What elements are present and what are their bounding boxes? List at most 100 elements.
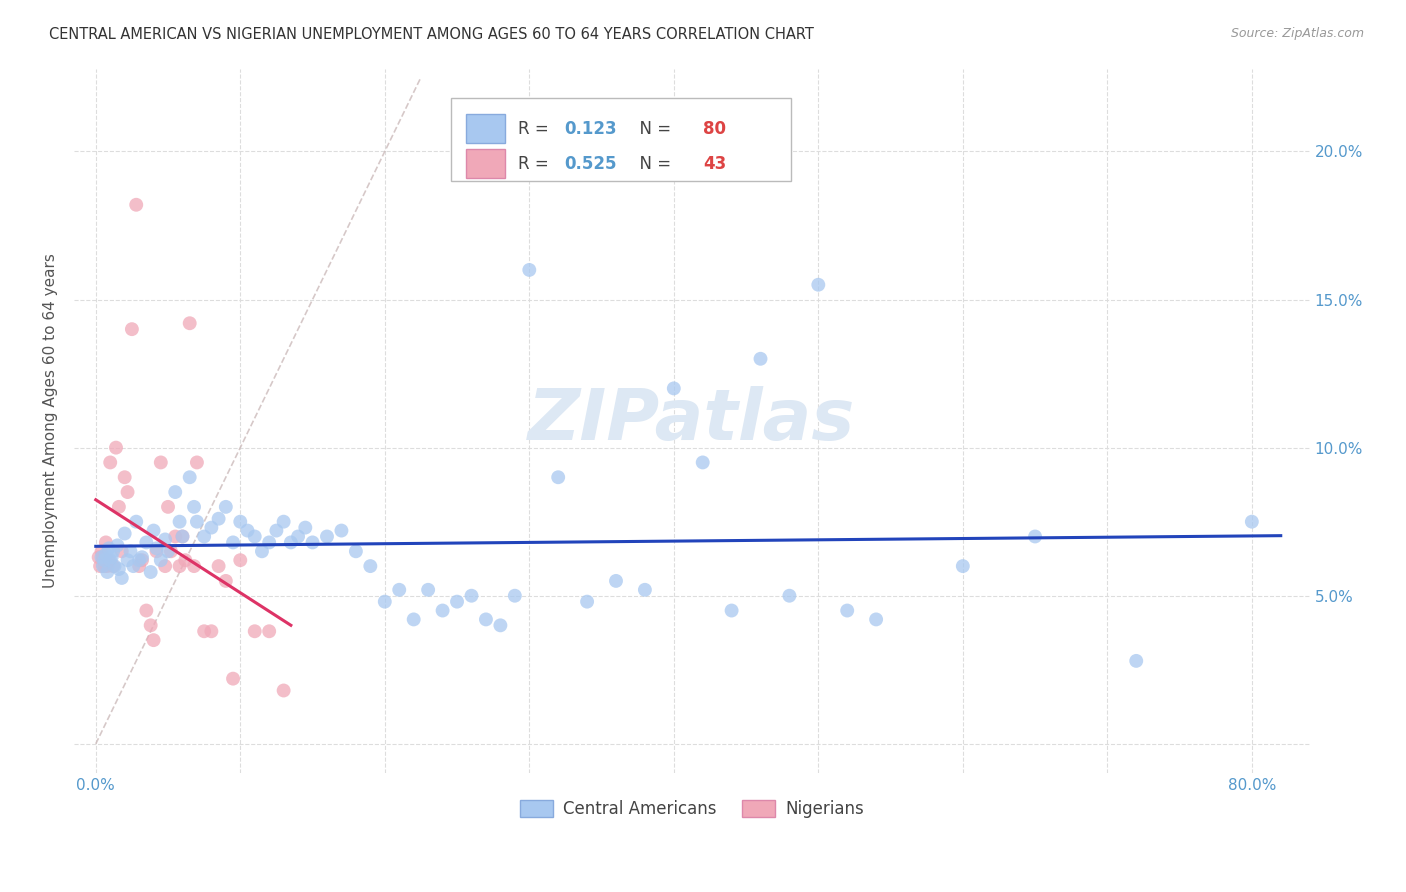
Point (117, 553, 139, 567)
Point (153, 533, 176, 547)
Point (294, 520, 316, 534)
Point (200, 624, 222, 639)
Point (489, 618, 512, 632)
Point (388, 582, 411, 597)
Point (186, 455, 208, 469)
Point (125, 515, 148, 529)
Legend: Central Americans, Nigerians: Central Americans, Nigerians (513, 794, 870, 825)
Point (576, 594, 599, 608)
Point (128, 559, 150, 574)
Point (222, 672, 245, 686)
Point (193, 624, 215, 639)
Point (344, 544, 367, 558)
Point (117, 485, 139, 500)
Point (662, 381, 685, 395)
Point (96, 565, 118, 579)
FancyBboxPatch shape (451, 98, 790, 181)
Point (101, 559, 124, 574)
Point (90, 544, 112, 558)
Point (266, 524, 288, 538)
Point (402, 612, 425, 626)
Point (153, 559, 176, 574)
Point (692, 455, 714, 469)
Point (330, 524, 353, 538)
Point (1024, 529, 1046, 543)
Point (634, 582, 657, 597)
Point (837, 603, 859, 617)
Point (1240, 515, 1263, 529)
Point (94, 535, 117, 549)
Point (257, 535, 280, 549)
Point (446, 594, 468, 608)
Point (107, 538, 129, 552)
Point (720, 603, 742, 617)
Point (160, 544, 183, 558)
Point (139, 565, 162, 579)
Point (1125, 654, 1147, 668)
Point (179, 470, 201, 484)
Point (142, 633, 165, 648)
Point (183, 559, 205, 574)
Point (165, 529, 187, 543)
Point (243, 529, 266, 543)
Point (90, 550, 112, 565)
Point (273, 683, 295, 698)
Point (316, 529, 339, 543)
Text: R =: R = (517, 155, 554, 173)
Point (236, 524, 259, 538)
Point (157, 544, 180, 558)
Point (97, 541, 120, 556)
Point (120, 544, 142, 558)
Point (229, 515, 252, 529)
Point (96, 559, 118, 574)
Point (135, 535, 157, 549)
Point (98, 553, 121, 567)
Text: N =: N = (628, 155, 676, 173)
Point (807, 277, 830, 292)
Point (547, 470, 569, 484)
Point (169, 559, 191, 574)
Point (142, 524, 165, 538)
Point (605, 574, 627, 588)
Point (359, 559, 381, 574)
Point (101, 544, 124, 558)
Point (183, 500, 205, 514)
Point (145, 541, 167, 556)
Point (172, 529, 194, 543)
Point (139, 618, 162, 632)
Point (215, 574, 238, 588)
Point (186, 515, 208, 529)
Point (280, 535, 302, 549)
Point (91, 550, 114, 565)
Point (460, 589, 482, 603)
Point (418, 582, 440, 597)
Text: Source: ZipAtlas.com: Source: ZipAtlas.com (1230, 27, 1364, 40)
Point (301, 535, 323, 549)
FancyBboxPatch shape (465, 113, 505, 144)
Point (207, 559, 229, 574)
Text: 0.525: 0.525 (565, 155, 617, 173)
Point (229, 553, 252, 567)
Point (503, 589, 526, 603)
Point (121, 322, 143, 336)
Y-axis label: Unemployment Among Ages 60 to 64 years: Unemployment Among Ages 60 to 64 years (44, 253, 58, 589)
Point (89, 559, 111, 574)
Point (131, 550, 153, 565)
Point (87, 550, 110, 565)
Text: ZIPatlas: ZIPatlas (529, 386, 856, 456)
Point (179, 316, 201, 330)
Point (174, 553, 197, 567)
Point (94, 547, 117, 561)
Point (149, 455, 172, 469)
Point (97, 553, 120, 567)
Point (200, 520, 222, 534)
Point (135, 603, 157, 617)
Point (111, 544, 134, 558)
Point (250, 544, 273, 558)
Point (374, 594, 396, 608)
Point (114, 470, 136, 484)
Point (103, 559, 125, 574)
Point (273, 515, 295, 529)
Point (165, 485, 187, 500)
Point (131, 553, 153, 567)
